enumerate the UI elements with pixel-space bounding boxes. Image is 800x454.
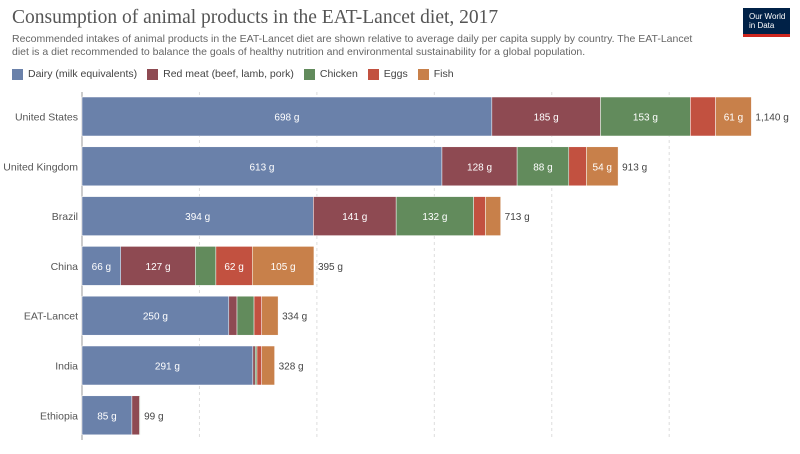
logo-line-1: Our World (749, 12, 786, 21)
bar-eat-lancet-fish[interactable] (261, 295, 279, 336)
chart-legend: Dairy (milk equivalents) Red meat (beef, … (12, 68, 464, 80)
bar-eat-lancet-red-meat[interactable] (228, 295, 238, 336)
bar-china-red-meat[interactable] (120, 246, 196, 286)
legend-label: Fish (433, 68, 454, 80)
category-label-eat-lancet: EAT-Lancet (24, 311, 78, 323)
bar-united-states-dairy[interactable] (81, 96, 493, 137)
data-label: 66 g (92, 262, 111, 273)
bar-india-red-meat[interactable] (252, 345, 256, 386)
owid-logo[interactable]: Our World in Data (743, 8, 790, 37)
total-label-india: 328 g (279, 362, 304, 373)
bar-eat-lancet-eggs[interactable] (253, 295, 262, 336)
total-label-united-states: 1,140 g (755, 113, 788, 124)
bar-india-chicken[interactable] (254, 345, 258, 386)
category-label-china: China (51, 261, 79, 273)
bar-india-eggs[interactable] (256, 345, 262, 386)
bar-eat-lancet-chicken[interactable] (236, 295, 255, 336)
bar-brazil-eggs[interactable] (473, 196, 486, 236)
legend-swatch (147, 68, 159, 80)
data-label: 698 g (274, 113, 299, 124)
category-label-united-kingdom: United Kingdom (3, 161, 78, 173)
legend-label: Red meat (beef, lamb, pork) (163, 68, 294, 80)
legend-swatch (367, 68, 379, 80)
legend-item-eggs[interactable]: Eggs (367, 68, 408, 80)
bar-china-fish[interactable] (252, 246, 315, 286)
category-label-ethiopia: Ethiopia (40, 410, 78, 422)
bar-brazil-dairy[interactable] (81, 196, 314, 236)
data-label: 88 g (533, 162, 552, 173)
legend-swatch (303, 68, 315, 80)
chart-subtitle: Recommended intakes of animal products i… (12, 33, 693, 58)
legend-swatch (12, 68, 23, 80)
legend-swatch (417, 68, 429, 80)
bar-united-states-chicken[interactable] (600, 96, 691, 137)
data-label: 394 g (185, 212, 210, 223)
legend-item-dairy[interactable]: Dairy (milk equivalents) (12, 68, 137, 80)
logo-line-2: in Data (749, 21, 775, 30)
bar-india-fish[interactable] (261, 345, 275, 386)
bar-ethiopia-red-meat[interactable] (131, 395, 140, 436)
bar-brazil-fish[interactable] (485, 196, 501, 236)
bar-united-kingdom-eggs[interactable] (568, 146, 587, 187)
data-label: 105 g (271, 262, 296, 273)
total-label-china: 395 g (318, 262, 343, 273)
total-label-united-kingdom: 913 g (622, 162, 647, 173)
total-label-ethiopia: 99 g (144, 411, 163, 422)
bar-united-states-eggs[interactable] (690, 96, 716, 137)
legend-label: Eggs (383, 68, 408, 80)
data-label: 613 g (249, 162, 274, 173)
category-label-brazil: Brazil (52, 211, 78, 223)
data-label: 62 g (224, 262, 243, 273)
data-label: 61 g (724, 113, 743, 124)
data-label: 250 g (143, 312, 168, 323)
bar-india-dairy[interactable] (81, 345, 254, 386)
bar-china-eggs[interactable] (215, 246, 253, 286)
data-label: 85 g (97, 411, 116, 422)
legend-item-red-meat[interactable]: Red meat (beef, lamb, pork) (147, 68, 294, 80)
bar-united-kingdom-fish[interactable] (586, 146, 619, 187)
data-label: 54 g (593, 162, 612, 173)
total-label-brazil: 713 g (505, 212, 530, 223)
bar-united-kingdom-chicken[interactable] (516, 146, 570, 187)
legend-label: Dairy (milk equivalents) (28, 68, 138, 80)
bar-united-kingdom-red-meat[interactable] (441, 146, 518, 187)
data-label: 132 g (422, 212, 447, 223)
data-label: 141 g (342, 212, 367, 223)
data-label: 291 g (155, 362, 180, 373)
legend-item-chicken[interactable]: Chicken (303, 68, 358, 80)
bar-eat-lancet-dairy[interactable] (81, 295, 230, 336)
category-label-india: India (55, 361, 78, 373)
bar-united-states-red-meat[interactable] (491, 96, 601, 137)
total-label-eat-lancet: 334 g (282, 312, 307, 323)
data-label: 127 g (146, 262, 171, 273)
legend-label: Chicken (319, 68, 358, 80)
category-label-united-states: United States (15, 112, 78, 124)
chart-title: Consumption of animal products in the EA… (12, 7, 499, 28)
data-label: 153 g (633, 113, 658, 124)
bar-brazil-red-meat[interactable] (313, 196, 397, 236)
legend-item-fish[interactable]: Fish (417, 68, 454, 80)
data-label: 128 g (467, 162, 492, 173)
data-label: 185 g (534, 113, 559, 124)
bar-china-chicken[interactable] (195, 246, 217, 286)
bar-ethiopia-chicken[interactable] (139, 395, 141, 436)
bar-united-states-fish[interactable] (715, 96, 752, 137)
bar-united-kingdom-dairy[interactable] (81, 146, 443, 187)
